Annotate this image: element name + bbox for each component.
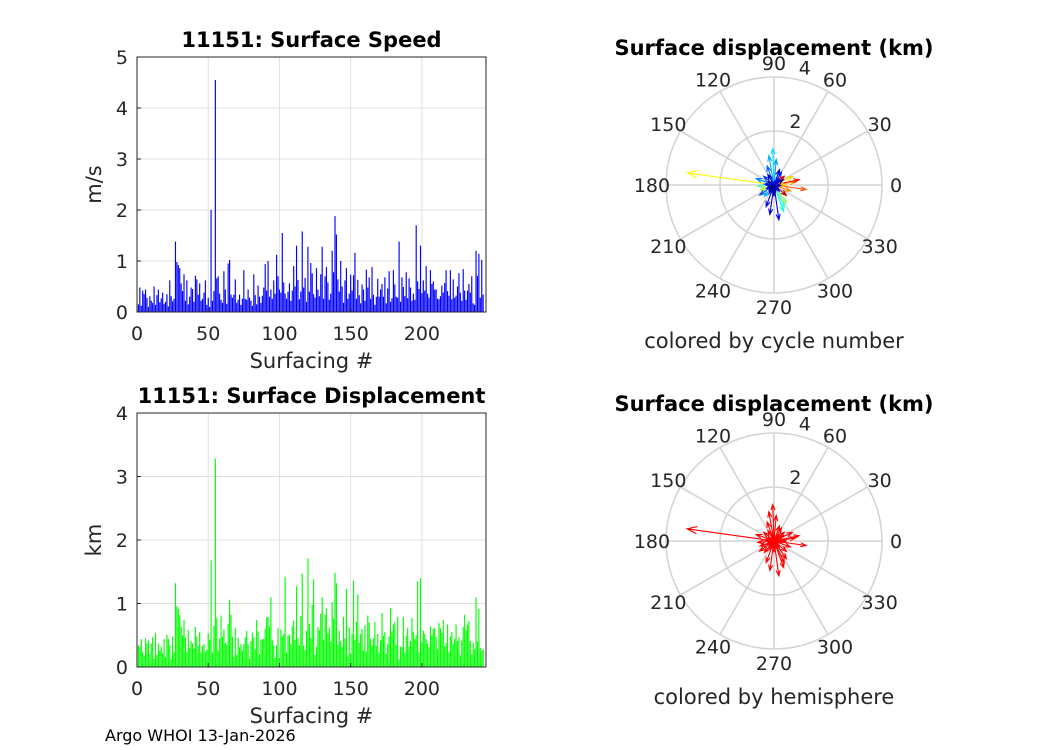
x-axis-label: Surfacing # — [250, 349, 374, 373]
polar-hemisphere-chart: 0 30 60 90 120 150 180 210 240 270 300 330 2 4Surface… — [614, 392, 933, 709]
displacement-arrow — [685, 170, 775, 186]
y-tick-label: 5 — [116, 47, 128, 69]
radius-ring — [665, 432, 883, 650]
x-axis-label: colored by hemisphere — [654, 685, 895, 709]
angle-tick-label: 330 — [862, 236, 898, 258]
angle-tick-label: 30 — [868, 470, 892, 492]
footer-credit: Argo WHOI 13-Jan-2026 — [105, 726, 296, 745]
angle-tick-label: 0 — [890, 175, 902, 197]
displacement-arrow — [770, 146, 776, 186]
angle-tick-label: 120 — [695, 69, 731, 91]
angle-tick-label: 210 — [650, 592, 686, 614]
x-tick-label: 0 — [131, 323, 143, 345]
chart-title: Surface displacement (km) — [614, 392, 933, 416]
y-tick-label: 3 — [116, 467, 128, 489]
displacement-arrow — [773, 513, 779, 542]
y-tick-label: 1 — [116, 251, 128, 273]
displacement-arrow — [773, 184, 781, 222]
angle-tick-label: 210 — [650, 236, 686, 258]
displacement-arrow — [773, 533, 781, 542]
displacement-arrow — [767, 154, 775, 186]
radius-ring — [719, 130, 829, 240]
displacement-arrow — [771, 540, 777, 548]
x-tick-label: 100 — [261, 678, 297, 700]
displacement-arrow — [767, 173, 775, 186]
displacement-chart: 0 50 100 150 200 0 1 2 3 4 11151: Surface Displace… — [82, 384, 487, 728]
displacement-arrow — [762, 538, 775, 544]
polar-cycle-chart: 0 30 60 90 120 150 180 210 240 270 300 330 2 4Surface… — [614, 36, 933, 353]
y-tick-label: 4 — [116, 403, 128, 425]
axes-box — [136, 56, 487, 313]
displacement-arrow — [762, 182, 775, 188]
y-tick-label: 0 — [116, 302, 128, 324]
angle-tick-label: 300 — [817, 637, 853, 659]
x-tick-label: 200 — [404, 323, 440, 345]
displacement-arrow — [773, 177, 781, 186]
y-tick-label: 2 — [116, 530, 128, 552]
angle-tick-label: 90 — [762, 53, 786, 75]
displacement-arrow — [773, 157, 779, 186]
displacement-arrow — [766, 180, 775, 187]
angle-tick-label: 270 — [756, 653, 792, 675]
angle-tick-label: 270 — [756, 297, 792, 319]
angle-tick-label: 0 — [890, 531, 902, 553]
x-tick-label: 150 — [333, 678, 369, 700]
displacement-arrow — [766, 536, 775, 543]
displacement-arrow — [773, 540, 781, 578]
displacement-arrow — [767, 510, 775, 542]
angle-tick-label: 30 — [868, 114, 892, 136]
displacement-arrow — [768, 184, 775, 191]
displacement-arrow — [685, 526, 775, 542]
x-tick-label: 150 — [333, 323, 369, 345]
displacement-arrow — [773, 178, 785, 186]
displacement-arrow — [773, 534, 785, 542]
radius-ring — [719, 486, 829, 596]
chart-title: 11151: Surface Displacement — [138, 384, 486, 408]
radius-tick-label: 2 — [789, 467, 801, 489]
plot-area — [137, 57, 486, 312]
displacement-arrow — [770, 502, 776, 542]
angle-tick-label: 330 — [862, 592, 898, 614]
y-tick-label: 1 — [116, 594, 128, 616]
angle-tick-label: 300 — [817, 281, 853, 303]
angle-tick-label: 180 — [634, 531, 670, 553]
angle-tick-label: 120 — [695, 425, 731, 447]
y-tick-label: 3 — [116, 149, 128, 171]
angle-tick-label: 60 — [823, 69, 847, 91]
angle-tick-label: 240 — [695, 637, 731, 659]
y-tick-label: 4 — [116, 98, 128, 120]
displacement-arrow — [767, 529, 775, 542]
radius-tick-label: 4 — [799, 58, 811, 80]
angle-tick-label: 150 — [650, 470, 686, 492]
x-tick-label: 200 — [404, 678, 440, 700]
displacement-arrow — [766, 164, 775, 186]
angle-tick-label: 90 — [762, 409, 786, 431]
x-tick-label: 50 — [196, 323, 220, 345]
radius-tick-label: 2 — [789, 111, 801, 133]
y-tick-label: 2 — [116, 200, 128, 222]
chart-title: 11151: Surface Speed — [181, 28, 441, 52]
x-axis-label: colored by cycle number — [644, 329, 904, 353]
chart-title: Surface displacement (km) — [614, 36, 933, 60]
x-tick-label: 100 — [261, 323, 297, 345]
radius-ring — [665, 76, 883, 294]
displacement-arrow — [766, 520, 775, 542]
speed-chart: 0 50 100 150 200 0 1 2 3 4 5 11151: Surface Speed Su… — [82, 28, 487, 373]
angle-tick-label: 150 — [650, 114, 686, 136]
angle-tick-label: 240 — [695, 281, 731, 303]
y-tick-label: 0 — [116, 657, 128, 679]
displacement-arrow — [768, 540, 775, 547]
angle-tick-label: 60 — [823, 425, 847, 447]
x-axis-label: Surfacing # — [250, 704, 374, 728]
radius-tick-label: 4 — [799, 414, 811, 436]
angle-tick-label: 180 — [634, 175, 670, 197]
displacement-arrow — [771, 184, 777, 192]
x-tick-label: 50 — [196, 678, 220, 700]
y-axis-label: m/s — [82, 165, 106, 203]
x-tick-label: 0 — [131, 678, 143, 700]
y-axis-label: km — [82, 524, 106, 557]
